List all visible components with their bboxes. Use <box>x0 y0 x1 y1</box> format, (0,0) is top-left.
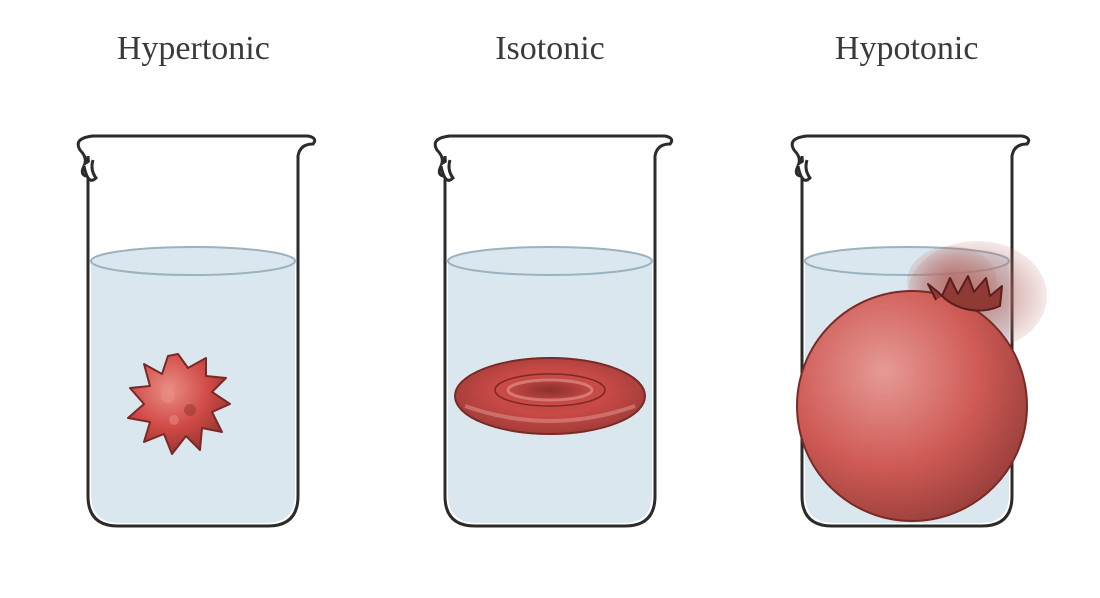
panel-hypotonic: Hypotonic <box>733 30 1080 546</box>
label-isotonic: Isotonic <box>495 30 605 68</box>
beaker-hypertonic <box>38 86 348 546</box>
water-surface <box>91 247 295 275</box>
beaker-hypotonic <box>752 86 1062 546</box>
water-surface <box>448 247 652 275</box>
cell-biconcave <box>455 358 645 434</box>
panel-hypertonic: Hypertonic <box>20 30 367 546</box>
diagram-row: Hypertonic <box>0 0 1100 546</box>
panel-isotonic: Isotonic <box>377 30 724 546</box>
label-hypertonic: Hypertonic <box>117 30 270 68</box>
label-hypotonic: Hypotonic <box>835 30 979 68</box>
beaker-isotonic <box>395 86 705 546</box>
